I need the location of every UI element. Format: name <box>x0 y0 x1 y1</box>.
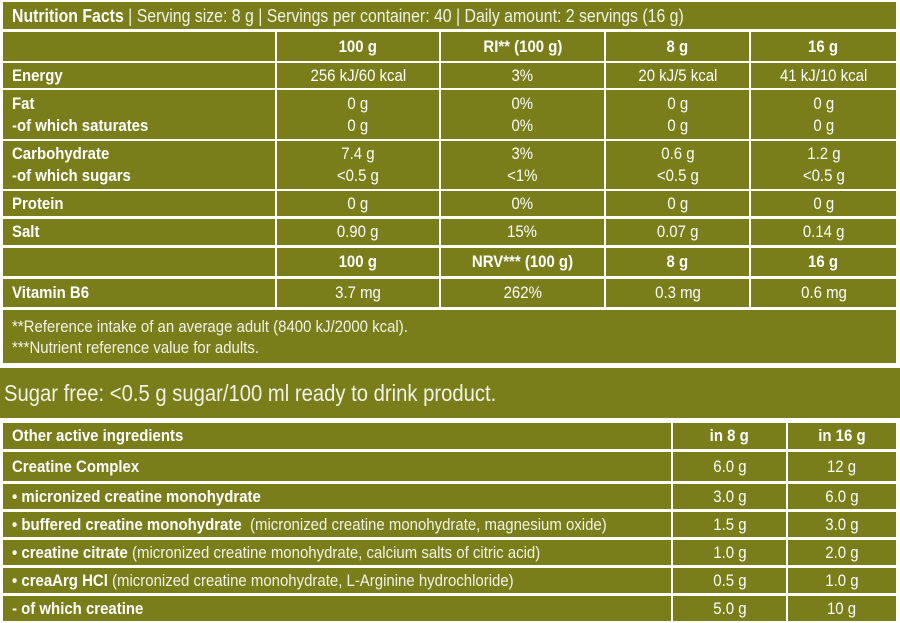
footnote-nrv: ***Nutrient reference value for adults. <box>12 338 259 357</box>
row-vitamin-b6-8g: 0.3 mg <box>606 279 749 307</box>
row-vitamin-b6-nrv: 262% <box>441 279 604 307</box>
row-carbohydrate-100g: 7.4 g <0.5 g <box>277 141 439 189</box>
vitamin-header-8g: 8 g <box>606 248 749 276</box>
ingredient-row-name: • creaArg HCl (micronized creatine monoh… <box>3 568 671 593</box>
row-energy-label: Energy <box>3 63 275 88</box>
row-vitamin-b6-16g: 0.6 mg <box>751 279 896 307</box>
row-protein-ri: 0% <box>441 191 604 216</box>
active-ingredients-header: Other active ingredients <box>3 423 671 449</box>
row-salt-ri: 15% <box>441 219 604 245</box>
row-salt-8g: 0.07 g <box>606 219 749 245</box>
row-energy-8g: 20 kJ/5 kcal <box>606 63 749 88</box>
active-header-16g: in 16 g <box>788 423 896 449</box>
ingredient-row-name: • creatine citrate (micronized creatine … <box>3 540 671 565</box>
footnotes: **Reference intake of an average adult (… <box>3 310 896 363</box>
header-8g: 8 g <box>606 32 749 61</box>
row-salt-100g: 0.90 g <box>277 219 439 245</box>
ingredient-row-8g: 1.0 g <box>673 540 786 565</box>
active-header-8g: in 8 g <box>673 423 786 449</box>
ingredient-row-8g: 3.0 g <box>673 484 786 509</box>
ingredient-row-16g: 10 g <box>788 596 896 621</box>
ingredient-row-16g: 12 g <box>788 452 896 481</box>
nutrition-title-bar: Nutrition Facts | Serving size: 8 g | Se… <box>3 2 896 29</box>
row-protein-label: Protein <box>3 191 275 216</box>
ingredient-row-name: Creatine Complex <box>3 452 671 481</box>
row-carbohydrate-label: Carbohydrate -of which sugars <box>3 141 275 189</box>
ingredient-row-8g: 6.0 g <box>673 452 786 481</box>
row-vitamin-b6-100g: 3.7 mg <box>277 279 439 307</box>
sugar-free-note: Sugar free: <0.5 g sugar/100 ml ready to… <box>0 368 900 418</box>
ingredient-row-16g: 1.0 g <box>788 568 896 593</box>
row-vitamin-b6-label: Vitamin B6 <box>3 279 275 307</box>
row-carbohydrate-ri: 3% <1% <box>441 141 604 189</box>
row-fat-16g: 0 g 0 g <box>751 90 896 139</box>
nutrition-header-label <box>3 32 275 61</box>
row-carbohydrate-16g: 1.2 g <0.5 g <box>751 141 896 189</box>
row-fat-ri: 0% 0% <box>441 90 604 139</box>
nutrition-facts-title: Nutrition Facts <box>12 5 124 26</box>
ingredient-row-name: - of which creatine <box>3 596 671 621</box>
ingredient-row-16g: 3.0 g <box>788 512 896 537</box>
row-salt-label: Salt <box>3 219 275 245</box>
vitamin-header-nrv: NRV*** (100 g) <box>441 248 604 276</box>
ingredient-row-8g: 5.0 g <box>673 596 786 621</box>
ingredient-row-name: • buffered creatine monohydrate (microni… <box>3 512 671 537</box>
header-100g: 100 g <box>277 32 439 61</box>
row-energy-100g: 256 kJ/60 kcal <box>277 63 439 88</box>
ingredient-row-8g: 1.5 g <box>673 512 786 537</box>
row-protein-100g: 0 g <box>277 191 439 216</box>
ingredient-row-8g: 0.5 g <box>673 568 786 593</box>
row-protein-8g: 0 g <box>606 191 749 216</box>
vitamin-header-label <box>3 248 275 276</box>
row-fat-8g: 0 g 0 g <box>606 90 749 139</box>
footnote-ri: **Reference intake of an average adult (… <box>12 317 408 336</box>
row-salt-16g: 0.14 g <box>751 219 896 245</box>
row-fat-100g: 0 g 0 g <box>277 90 439 139</box>
row-fat-label: Fat -of which saturates <box>3 90 275 139</box>
header-16g: 16 g <box>751 32 896 61</box>
ingredient-row-16g: 6.0 g <box>788 484 896 509</box>
header-ri: RI** (100 g) <box>441 32 604 61</box>
serving-details: | Serving size: 8 g | Servings per conta… <box>123 5 684 26</box>
vitamin-header-100g: 100 g <box>277 248 439 276</box>
ingredient-row-name: • micronized creatine monohydrate <box>3 484 671 509</box>
title-bar-text: Nutrition Facts | Serving size: 8 g | Se… <box>12 6 684 26</box>
vitamin-header-16g: 16 g <box>751 248 896 276</box>
row-protein-16g: 0 g <box>751 191 896 216</box>
ingredient-row-16g: 2.0 g <box>788 540 896 565</box>
row-carbohydrate-8g: 0.6 g <0.5 g <box>606 141 749 189</box>
row-energy-16g: 41 kJ/10 kcal <box>751 63 896 88</box>
row-energy-ri: 3% <box>441 63 604 88</box>
